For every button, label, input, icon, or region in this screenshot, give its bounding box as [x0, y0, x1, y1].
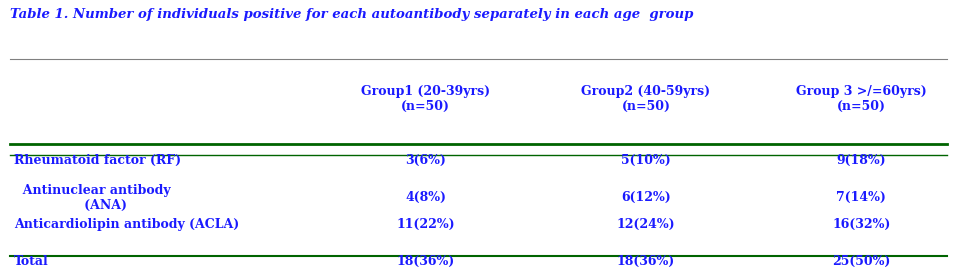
- Text: Total: Total: [14, 255, 49, 267]
- Text: 4(8%): 4(8%): [406, 191, 446, 204]
- Text: 18(36%): 18(36%): [617, 255, 675, 267]
- Text: Rheumatoid factor (RF): Rheumatoid factor (RF): [14, 154, 182, 167]
- Text: 25(50%): 25(50%): [833, 255, 890, 267]
- Text: 7(14%): 7(14%): [836, 191, 886, 204]
- Text: Group 3 >/=60yrs)
(n=50): Group 3 >/=60yrs) (n=50): [796, 85, 926, 113]
- Text: 12(24%): 12(24%): [616, 218, 676, 231]
- Text: Group1 (20-39yrs)
(n=50): Group1 (20-39yrs) (n=50): [362, 85, 490, 113]
- Text: 6(12%): 6(12%): [621, 191, 671, 204]
- Text: 18(36%): 18(36%): [397, 255, 455, 267]
- Text: 5(10%): 5(10%): [621, 154, 671, 167]
- Text: Table 1. Number of individuals positive for each autoantibody separately in each: Table 1. Number of individuals positive …: [10, 8, 693, 21]
- Text: Anticardiolipin antibody (ACLA): Anticardiolipin antibody (ACLA): [14, 218, 239, 231]
- Text: Antinuclear antibody
      (ANA): Antinuclear antibody (ANA): [14, 184, 171, 211]
- Text: 3(6%): 3(6%): [406, 154, 446, 167]
- Text: 16(32%): 16(32%): [833, 218, 890, 231]
- Text: 11(22%): 11(22%): [396, 218, 456, 231]
- Text: 9(18%): 9(18%): [836, 154, 886, 167]
- Text: Group2 (40-59yrs)
(n=50): Group2 (40-59yrs) (n=50): [582, 85, 710, 113]
